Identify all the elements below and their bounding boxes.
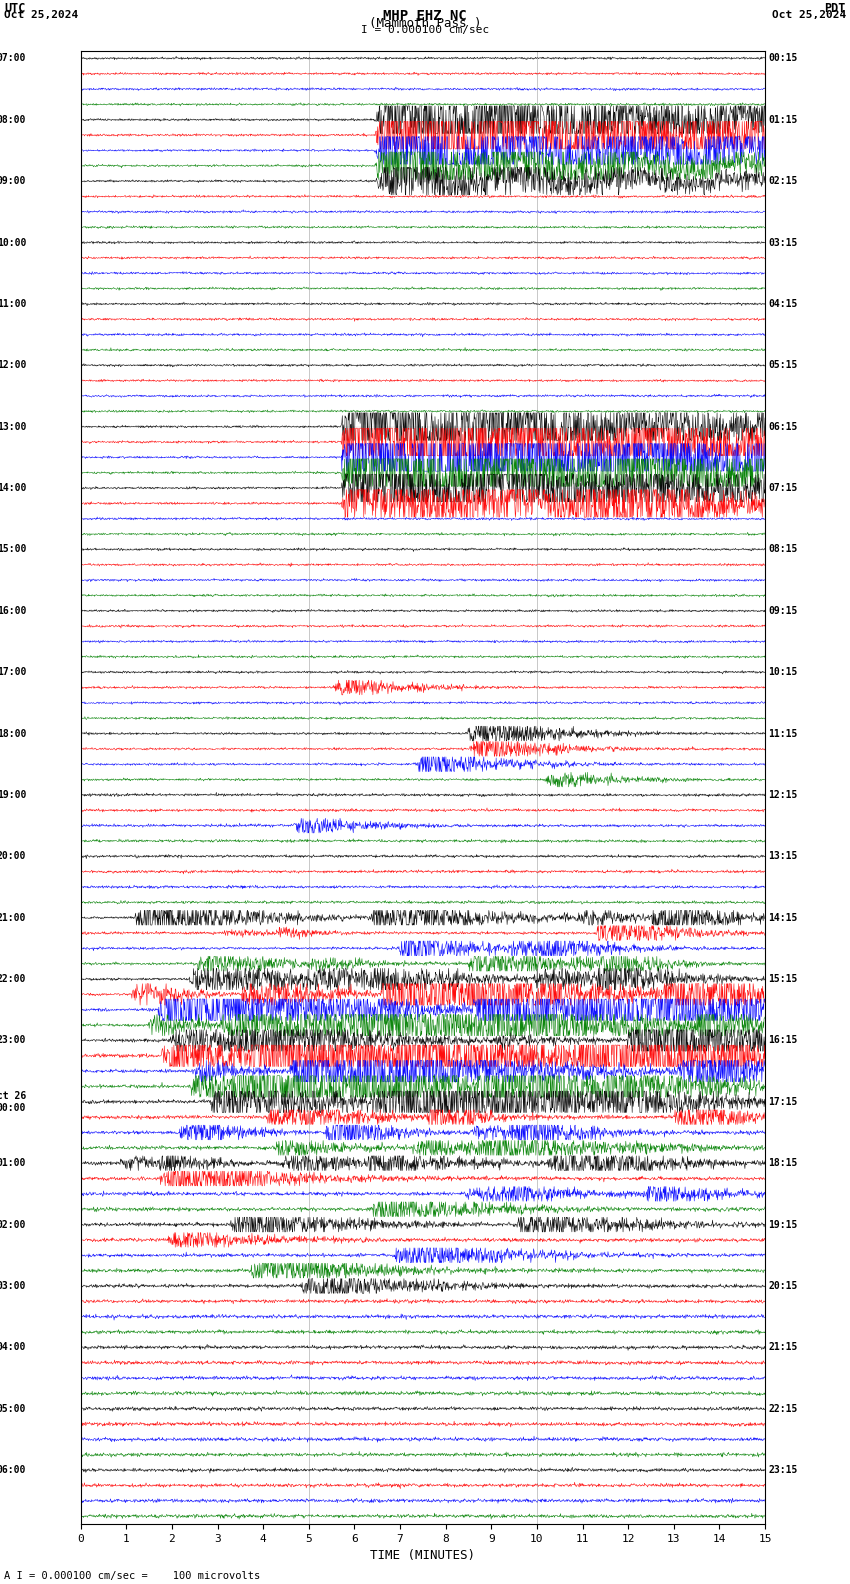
Text: MHP EHZ NC: MHP EHZ NC: [383, 8, 467, 22]
Text: 19:15: 19:15: [768, 1220, 798, 1229]
Text: 08:00: 08:00: [0, 114, 26, 125]
Text: 15:00: 15:00: [0, 545, 26, 554]
Text: 12:00: 12:00: [0, 360, 26, 371]
Text: 06:00: 06:00: [0, 1465, 26, 1475]
Text: 16:00: 16:00: [0, 605, 26, 616]
Text: Oct 25,2024: Oct 25,2024: [4, 10, 78, 19]
Text: 18:15: 18:15: [768, 1158, 798, 1169]
Text: 02:00: 02:00: [0, 1220, 26, 1229]
Text: 05:15: 05:15: [768, 360, 798, 371]
Text: 15:15: 15:15: [768, 974, 798, 984]
Text: 18:00: 18:00: [0, 729, 26, 738]
Text: 19:00: 19:00: [0, 790, 26, 800]
Text: 06:15: 06:15: [768, 421, 798, 432]
Text: 16:15: 16:15: [768, 1036, 798, 1045]
Text: (Mammoth Pass ): (Mammoth Pass ): [369, 16, 481, 30]
Text: 23:15: 23:15: [768, 1465, 798, 1475]
Text: 02:15: 02:15: [768, 176, 798, 187]
Text: 04:15: 04:15: [768, 299, 798, 309]
Text: 03:15: 03:15: [768, 238, 798, 247]
Text: 03:00: 03:00: [0, 1281, 26, 1291]
Text: 23:00: 23:00: [0, 1036, 26, 1045]
Text: 22:00: 22:00: [0, 974, 26, 984]
Text: 13:00: 13:00: [0, 421, 26, 432]
Text: 11:00: 11:00: [0, 299, 26, 309]
Text: 17:15: 17:15: [768, 1096, 798, 1107]
Text: 10:00: 10:00: [0, 238, 26, 247]
Text: 13:15: 13:15: [768, 851, 798, 862]
Text: UTC: UTC: [4, 2, 26, 14]
Text: 04:00: 04:00: [0, 1342, 26, 1353]
Text: 08:15: 08:15: [768, 545, 798, 554]
Text: 14:15: 14:15: [768, 912, 798, 923]
Text: 01:15: 01:15: [768, 114, 798, 125]
Text: 09:00: 09:00: [0, 176, 26, 187]
Text: 20:15: 20:15: [768, 1281, 798, 1291]
Text: PDT: PDT: [824, 2, 846, 14]
Text: 01:00: 01:00: [0, 1158, 26, 1169]
Text: 20:00: 20:00: [0, 851, 26, 862]
Text: 07:15: 07:15: [768, 483, 798, 493]
Text: 14:00: 14:00: [0, 483, 26, 493]
Text: 21:00: 21:00: [0, 912, 26, 923]
Text: 07:00: 07:00: [0, 54, 26, 63]
Text: 09:15: 09:15: [768, 605, 798, 616]
Text: 17:00: 17:00: [0, 667, 26, 678]
Text: 12:15: 12:15: [768, 790, 798, 800]
Text: Oct 25,2024: Oct 25,2024: [772, 10, 846, 19]
Text: 05:00: 05:00: [0, 1403, 26, 1415]
Text: 22:15: 22:15: [768, 1403, 798, 1415]
Text: 10:15: 10:15: [768, 667, 798, 678]
X-axis label: TIME (MINUTES): TIME (MINUTES): [371, 1549, 475, 1562]
Text: A I = 0.000100 cm/sec =    100 microvolts: A I = 0.000100 cm/sec = 100 microvolts: [4, 1571, 260, 1581]
Text: I = 0.000100 cm/sec: I = 0.000100 cm/sec: [361, 25, 489, 35]
Text: 11:15: 11:15: [768, 729, 798, 738]
Text: 00:15: 00:15: [768, 54, 798, 63]
Text: 21:15: 21:15: [768, 1342, 798, 1353]
Text: Oct 26
00:00: Oct 26 00:00: [0, 1091, 26, 1112]
